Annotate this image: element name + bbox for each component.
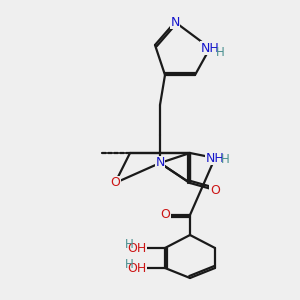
Text: H: H xyxy=(216,46,225,59)
Text: H: H xyxy=(125,259,134,272)
Text: N: N xyxy=(170,16,180,28)
Text: O: O xyxy=(160,208,170,221)
Text: OH: OH xyxy=(128,242,147,254)
Text: H: H xyxy=(125,238,134,251)
Text: O: O xyxy=(210,184,220,196)
Text: N: N xyxy=(155,157,165,169)
Text: H: H xyxy=(221,153,230,166)
Text: OH: OH xyxy=(128,262,147,275)
Text: NH: NH xyxy=(201,41,219,55)
Text: O: O xyxy=(110,176,120,190)
Text: NH: NH xyxy=(206,152,224,164)
